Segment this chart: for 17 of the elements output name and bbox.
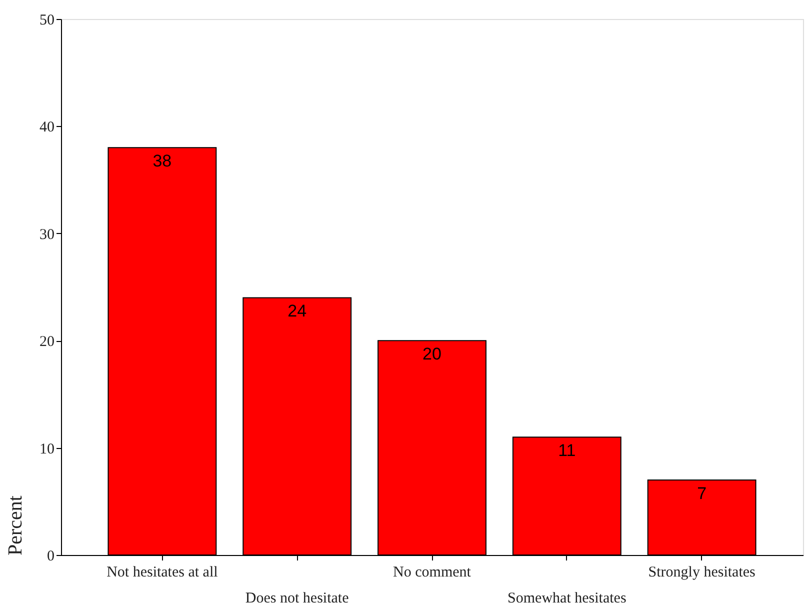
- data-label: 24: [288, 302, 307, 321]
- x-tick-label: No comment: [393, 564, 472, 580]
- y-tick-label: 30: [40, 226, 54, 243]
- y-tick-label: 0: [47, 548, 54, 564]
- y-tick-label: 40: [40, 120, 54, 136]
- y-tick-label: 50: [40, 12, 54, 28]
- x-tick-label: Strongly hesitates: [648, 564, 756, 580]
- x-tick-label: Not hesitates at all: [106, 564, 218, 580]
- data-label: 20: [422, 344, 442, 364]
- y-tick-label: 20: [40, 334, 54, 350]
- data-label: 7: [697, 484, 707, 503]
- y-axis-title: Percent: [4, 495, 26, 556]
- data-label: 11: [558, 441, 576, 460]
- data-label: 38: [152, 152, 172, 171]
- y-tick-label: 10: [40, 441, 54, 458]
- x-tick-label: Somewhat hesitates: [508, 590, 626, 606]
- x-tick-label: Does not hesitate: [245, 590, 350, 606]
